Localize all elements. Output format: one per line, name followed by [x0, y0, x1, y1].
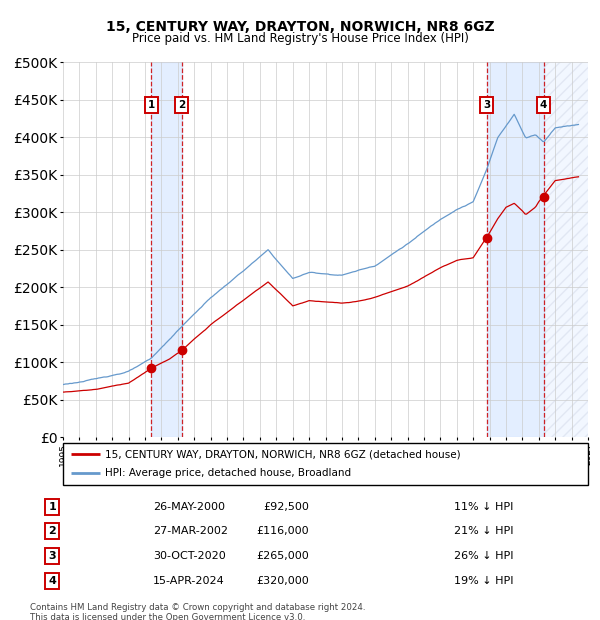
Text: 4: 4: [540, 100, 547, 110]
Bar: [487, 62, 544, 437]
Text: 19% ↓ HPI: 19% ↓ HPI: [454, 576, 514, 586]
Text: 4: 4: [49, 576, 56, 586]
Text: 26% ↓ HPI: 26% ↓ HPI: [454, 551, 514, 561]
Text: 15, CENTURY WAY, DRAYTON, NORWICH, NR8 6GZ (detached house): 15, CENTURY WAY, DRAYTON, NORWICH, NR8 6…: [105, 449, 461, 459]
Text: £92,500: £92,500: [263, 502, 309, 512]
Text: 11% ↓ HPI: 11% ↓ HPI: [454, 502, 514, 512]
Text: 1: 1: [49, 502, 56, 512]
Text: 27-MAR-2002: 27-MAR-2002: [153, 526, 228, 536]
Text: Price paid vs. HM Land Registry's House Price Index (HPI): Price paid vs. HM Land Registry's House …: [131, 32, 469, 45]
Text: 2: 2: [178, 100, 185, 110]
Text: 21% ↓ HPI: 21% ↓ HPI: [454, 526, 514, 536]
Bar: [151, 62, 182, 437]
Text: 30-OCT-2020: 30-OCT-2020: [153, 551, 226, 561]
Text: 1: 1: [148, 100, 155, 110]
Text: 2: 2: [49, 526, 56, 536]
Text: 3: 3: [49, 551, 56, 561]
Text: £116,000: £116,000: [256, 526, 309, 536]
Text: £320,000: £320,000: [256, 576, 309, 586]
Text: This data is licensed under the Open Government Licence v3.0.: This data is licensed under the Open Gov…: [30, 613, 305, 620]
Text: £265,000: £265,000: [256, 551, 309, 561]
Text: 3: 3: [483, 100, 490, 110]
Bar: [544, 62, 588, 437]
Text: 15, CENTURY WAY, DRAYTON, NORWICH, NR8 6GZ: 15, CENTURY WAY, DRAYTON, NORWICH, NR8 6…: [106, 20, 494, 34]
Text: Contains HM Land Registry data © Crown copyright and database right 2024.: Contains HM Land Registry data © Crown c…: [30, 603, 365, 612]
Text: 26-MAY-2000: 26-MAY-2000: [153, 502, 225, 512]
Text: 15-APR-2024: 15-APR-2024: [153, 576, 224, 586]
Text: HPI: Average price, detached house, Broadland: HPI: Average price, detached house, Broa…: [105, 469, 351, 479]
